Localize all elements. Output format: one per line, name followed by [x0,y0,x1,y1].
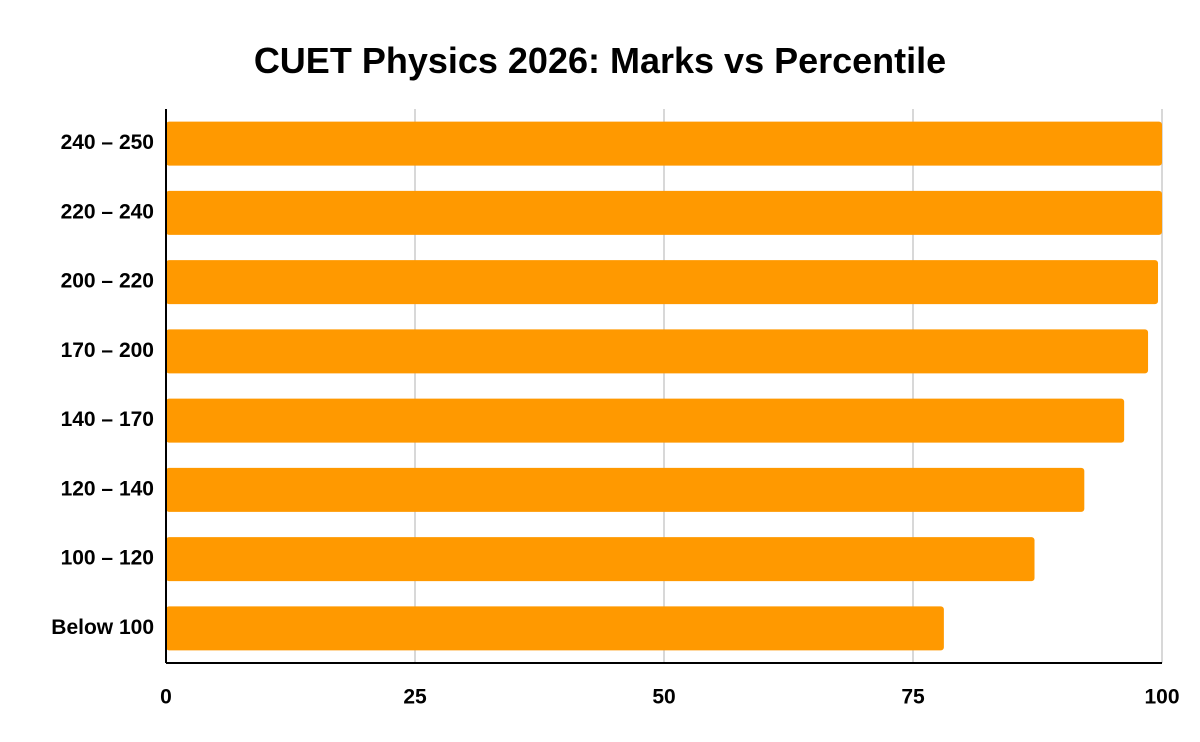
category-label-7: Below 100 [51,616,154,639]
x-tick-label-0: 0 [160,686,172,709]
category-label-5: 120 – 140 [61,477,154,500]
category-label-0: 240 – 250 [61,131,154,154]
x-tick-label-3: 75 [901,686,925,709]
x-tick-label-2: 50 [652,686,675,709]
category-label-3: 170 – 200 [61,339,154,362]
category-label-2: 200 – 220 [61,270,154,293]
bar-2 [166,260,1159,305]
bar-0 [166,121,1162,166]
bar-6 [166,537,1035,582]
x-tick-label-4: 100 [1144,686,1179,709]
category-label-1: 220 – 240 [61,200,154,223]
category-label-6: 100 – 120 [61,547,154,570]
chart-title: CUET Physics 2026: Marks vs Percentile [253,40,947,81]
bar-7 [166,606,944,651]
bar-1 [166,190,1162,235]
category-label-4: 140 – 170 [61,408,154,431]
bar-5 [166,467,1085,512]
bar-3 [166,329,1149,374]
x-tick-label-1: 25 [403,686,427,709]
bar-4 [166,398,1125,443]
